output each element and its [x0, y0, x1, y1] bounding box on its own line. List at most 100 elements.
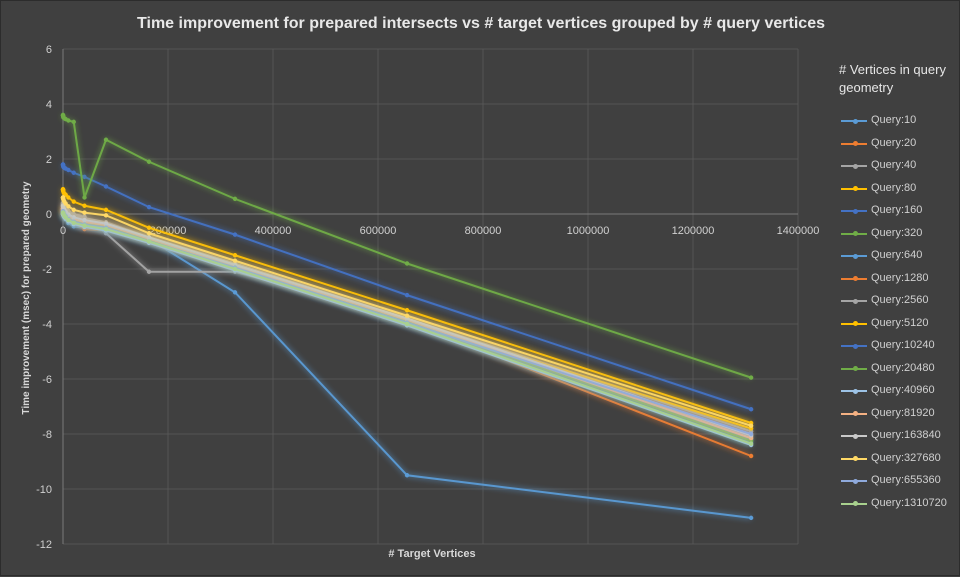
legend-marker — [853, 118, 858, 124]
legend-swatch — [841, 478, 867, 484]
data-point — [404, 308, 410, 313]
axes: 6 4 2 0 -2 -4 -6 -8 -10 -12 0 200000 400000 600000 800… — [36, 44, 819, 551]
legend-item[interactable]: Query:640 — [839, 244, 957, 267]
data-point — [146, 239, 152, 244]
legend-item[interactable]: Query:1310720 — [839, 492, 957, 515]
legend-item[interactable]: Query:2560 — [839, 289, 957, 312]
legend-marker — [853, 343, 858, 349]
legend-item[interactable]: Query:40 — [839, 154, 957, 177]
data-point — [404, 261, 410, 266]
x-tick-label: 1000000 — [567, 225, 610, 237]
y-tick-label: -6 — [42, 374, 52, 386]
data-point — [103, 221, 109, 226]
data-point — [63, 192, 68, 197]
legend-label: Query:5120 — [871, 316, 929, 329]
legend-label: Query:20 — [871, 136, 917, 149]
legend-label: Query:80 — [871, 181, 917, 194]
x-tick-label: 0 — [60, 225, 66, 237]
legend-swatch — [841, 343, 867, 349]
legend-swatch — [841, 411, 867, 416]
data-point — [146, 204, 152, 210]
legend-swatch — [841, 141, 867, 146]
legend-item[interactable]: Query:655360 — [839, 469, 957, 492]
legend-swatch — [841, 208, 867, 214]
data-point — [103, 226, 109, 232]
data-point — [146, 235, 152, 240]
legend-swatch — [841, 231, 867, 236]
legend-label: Query:10240 — [871, 339, 935, 351]
legend-item[interactable]: Query:163840 — [839, 424, 957, 447]
y-tick-label: -10 — [36, 484, 52, 496]
legend: # Vertices in query geometry Query:10 Que… — [839, 61, 957, 514]
legend-label: Query:20480 — [871, 361, 935, 374]
legend-item[interactable]: Query:1280 — [839, 267, 957, 290]
y-tick-label: -12 — [36, 539, 52, 551]
x-axis-label: # Target Vertices — [388, 548, 475, 560]
data-point — [82, 203, 87, 208]
data-point — [82, 174, 87, 180]
data-point — [748, 431, 754, 437]
legend-marker — [853, 366, 858, 371]
data-point — [66, 195, 71, 200]
data-point — [232, 290, 238, 295]
legend-item[interactable]: Query:327680 — [839, 447, 957, 470]
y-tick-label: 4 — [46, 99, 52, 111]
data-point — [71, 170, 76, 175]
legend-item[interactable]: Query:10 — [839, 109, 957, 132]
data-point — [82, 195, 87, 200]
data-point — [103, 207, 109, 213]
data-point — [404, 313, 410, 318]
legend-label: Query:160 — [871, 204, 923, 216]
legend-item[interactable]: Query:20 — [839, 132, 957, 155]
data-point — [404, 292, 410, 298]
series-query-160 — [60, 162, 754, 412]
data-point — [63, 201, 68, 206]
legend-item[interactable]: Query:5120 — [839, 312, 957, 335]
legend-swatch — [841, 253, 867, 259]
data-point — [71, 199, 76, 204]
legend-label: Query:10 — [871, 114, 917, 126]
legend-marker — [853, 433, 858, 439]
data-point — [232, 196, 238, 202]
data-point — [748, 441, 754, 446]
legend-label: Query:1310720 — [871, 496, 947, 509]
data-point — [103, 213, 109, 218]
legend-item[interactable]: Query:320 — [839, 222, 957, 245]
data-point — [66, 118, 71, 123]
x-tick-label: 400000 — [255, 225, 292, 237]
legend-marker — [853, 208, 858, 214]
legend-item[interactable]: Query:81920 — [839, 402, 957, 425]
legend-label: Query:40 — [871, 159, 917, 171]
legend-marker — [853, 141, 858, 146]
legend-label: Query:1280 — [871, 271, 929, 284]
legend-item[interactable]: Query:10240 — [839, 334, 957, 357]
y-tick-label: 6 — [46, 44, 52, 56]
data-point — [66, 167, 71, 173]
data-point — [748, 423, 754, 428]
legend-marker — [853, 253, 858, 259]
data-point — [82, 217, 87, 223]
legend-label: Query:327680 — [871, 451, 941, 464]
y-tick-label: 2 — [46, 154, 52, 166]
data-point — [146, 159, 152, 164]
legend-items: Query:10 Query:20 Query:40 Query:80 Query:16… — [839, 109, 957, 514]
data-point — [82, 210, 87, 215]
legend-marker — [853, 388, 858, 394]
legend-item[interactable]: Query:160 — [839, 199, 957, 222]
series-line — [62, 213, 752, 519]
data-point — [71, 220, 76, 225]
legend-swatch — [841, 298, 867, 304]
legend-item[interactable]: Query:40960 — [839, 379, 957, 402]
x-tick-label: 600000 — [360, 225, 397, 237]
legend-marker — [853, 186, 858, 191]
legend-item[interactable]: Query:20480 — [839, 357, 957, 380]
legend-marker — [853, 501, 858, 506]
data-point — [232, 258, 238, 263]
y-axis-label: Time improvement (msec) for prepared geo… — [21, 181, 32, 415]
data-point — [146, 225, 152, 230]
legend-item[interactable]: Query:80 — [839, 177, 957, 200]
legend-title: # Vertices in query geometry — [839, 62, 946, 95]
series-group — [60, 112, 754, 521]
series-query-327680 — [60, 195, 754, 428]
